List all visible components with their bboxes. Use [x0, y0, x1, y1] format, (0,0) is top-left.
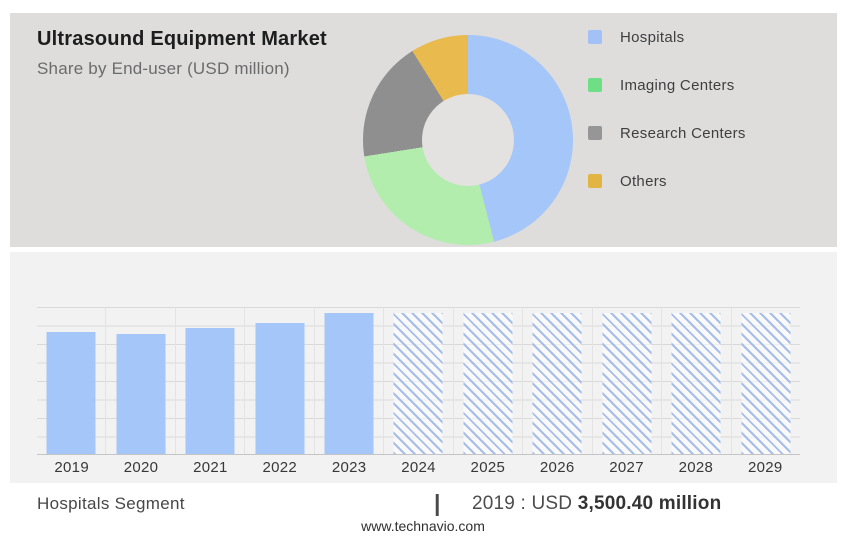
donut-hole	[422, 94, 514, 186]
x-axis-label-2022: 2022	[262, 459, 298, 476]
forecast-bar-2029	[741, 313, 791, 454]
footer-value-amount: 3,500.40 million	[577, 493, 722, 514]
legend-swatch-icon	[588, 174, 602, 188]
footer-value: 2019 : USD 3,500.40 million	[472, 493, 721, 515]
x-axis-label-2025: 2025	[470, 459, 506, 476]
x-axis-label-2021: 2021	[193, 459, 228, 476]
donut-chart	[363, 35, 573, 245]
x-axis-label-2019: 2019	[54, 459, 89, 476]
legend-item-hospitals: Hospitals	[588, 13, 746, 61]
bar-2019	[46, 331, 96, 454]
legend-label: Research Centers	[620, 124, 746, 142]
bar-column-2024	[383, 307, 452, 454]
x-axis-label-2023: 2023	[331, 459, 367, 476]
footer-value-prefix: 2019 : USD	[472, 493, 573, 514]
bar-column-2026	[522, 307, 591, 454]
bar-chart-plot	[37, 307, 800, 455]
legend-swatch-icon	[588, 30, 602, 44]
forecast-bar-2024	[393, 313, 443, 454]
forecast-bar-2025	[463, 313, 513, 454]
bar-column-2020	[105, 307, 174, 454]
bar-column-2023	[313, 307, 383, 454]
page-title: Ultrasound Equipment Market	[37, 28, 327, 50]
bar-column-2029	[730, 307, 800, 454]
legend-item-others: Others	[588, 157, 746, 205]
x-axis-label-2027: 2027	[609, 459, 644, 476]
x-axis-label-2024: 2024	[401, 459, 436, 476]
bar-2020	[116, 333, 166, 454]
legend-item-research-centers: Research Centers	[588, 109, 746, 157]
bar-column-2019	[37, 307, 105, 454]
bar-2021	[185, 327, 235, 454]
forecast-bar-2027	[602, 313, 652, 454]
legend-item-imaging-centers: Imaging Centers	[588, 61, 746, 109]
bar-2023	[324, 313, 374, 454]
bar-column-2028	[661, 307, 730, 454]
bar-column-2022	[244, 307, 313, 454]
legend-label: Imaging Centers	[620, 76, 735, 94]
x-axis-labels: 2019 2020 2021 2022 2023 2024 2025 2026 2027 2028…	[37, 459, 800, 481]
segment-label: Hospitals Segment	[37, 494, 185, 513]
bar-2022	[255, 323, 305, 454]
legend-swatch-icon	[588, 126, 602, 140]
x-axis-label-2020: 2020	[123, 459, 159, 476]
forecast-bar-2028	[671, 313, 721, 454]
forecast-bar-2026	[532, 313, 582, 454]
legend-label: Others	[620, 172, 667, 190]
legend: Hospitals Imaging Centers Research Centers…	[588, 13, 746, 205]
x-axis-label-2026: 2026	[539, 459, 575, 476]
bar-column-2025	[452, 307, 522, 454]
legend-label: Hospitals	[620, 28, 685, 46]
bar-chart-panel: 2019 2020 2021 2022 2023 2024 2025 2026 2027 2028…	[10, 252, 837, 483]
x-axis-label-2029: 2029	[747, 459, 783, 476]
footer-separator: |	[434, 490, 441, 516]
bar-column-2027	[591, 307, 661, 454]
header-panel: Ultrasound Equipment Market Share by End…	[10, 13, 837, 247]
watermark-url: www.technavio.com	[361, 518, 485, 534]
legend-swatch-icon	[588, 78, 602, 92]
page-subtitle: Share by End-user (USD million)	[37, 59, 290, 78]
bar-column-2021	[174, 307, 244, 454]
x-axis-label-2028: 2028	[678, 459, 714, 476]
